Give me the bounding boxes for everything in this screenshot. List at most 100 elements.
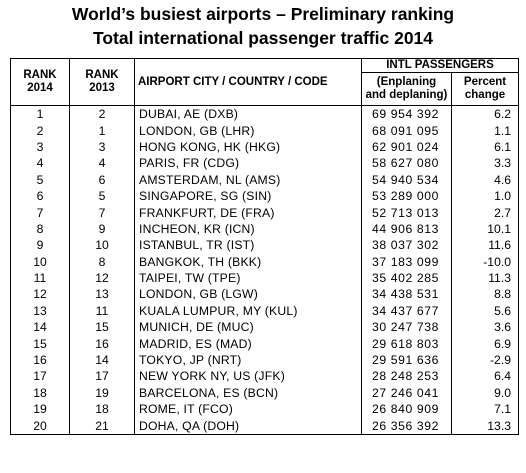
cell-airport: LONDON, GB (LHR) xyxy=(134,122,362,139)
table-row: 1 2 DUBAI, AE (DXB) 69 954 392 6.2 xyxy=(10,105,520,123)
table-body: 1 2 DUBAI, AE (DXB) 69 954 392 6.2 2 1 LONDON, … xyxy=(10,105,520,435)
cell-rank-2014: 20 xyxy=(10,417,70,435)
cell-rank-2013: 6 xyxy=(69,171,135,188)
cell-rank-2013: 21 xyxy=(69,417,135,435)
title-line-1: World’s busiest airports – Preliminary r… xyxy=(71,4,455,24)
cell-rank-2013: 11 xyxy=(69,302,135,320)
cell-rank-2014: 1 xyxy=(10,105,70,123)
cell-passengers: 62 901 024 xyxy=(361,138,452,156)
cell-percent-change: -10.0 xyxy=(450,253,520,270)
cell-rank-2013: 4 xyxy=(69,155,135,172)
cell-rank-2013: 8 xyxy=(69,253,135,270)
cell-rank-2013: 19 xyxy=(69,384,135,402)
cell-rank-2013: 2 xyxy=(69,105,135,123)
cell-passengers: 35 402 285 xyxy=(361,269,452,287)
cell-percent-change: 3.3 xyxy=(450,155,520,172)
cell-rank-2013: 13 xyxy=(69,286,135,303)
cell-airport: MADRID, ES (MAD) xyxy=(134,335,362,352)
cell-percent-change: 9.0 xyxy=(450,384,520,402)
cell-percent-change: 10.1 xyxy=(450,220,520,238)
cell-rank-2013: 14 xyxy=(69,351,135,369)
cell-rank-2014: 5 xyxy=(10,171,70,188)
cell-percent-change: 8.8 xyxy=(450,286,520,303)
table-row: 10 8 BANGKOK, TH (BKK) 37 183 099 -10.0 xyxy=(10,253,520,270)
cell-rank-2013: 3 xyxy=(69,138,135,156)
table-row: 2 1 LONDON, GB (LHR) 68 091 095 1.1 xyxy=(10,122,520,139)
cell-percent-change: 4.6 xyxy=(450,171,520,188)
cell-passengers: 69 954 392 xyxy=(361,105,452,123)
table-row: 9 10 ISTANBUL, TR (IST) 38 037 302 11.6 xyxy=(10,237,520,254)
table-row: 6 5 SINGAPORE, SG (SIN) 53 289 000 1.0 xyxy=(10,187,520,205)
cell-airport: FRANKFURT, DE (FRA) xyxy=(134,204,362,221)
cell-airport: SINGAPORE, SG (SIN) xyxy=(134,187,362,205)
cell-airport: TAIPEI, TW (TPE) xyxy=(134,269,362,287)
header-rank-2014: RANK 2014 xyxy=(10,58,70,106)
cell-rank-2014: 4 xyxy=(10,155,70,172)
cell-rank-2013: 16 xyxy=(69,335,135,352)
table-row: 17 17 NEW YORK NY, US (JFK) 28 248 253 6.4 xyxy=(10,368,520,385)
cell-percent-change: 3.6 xyxy=(450,319,520,336)
cell-passengers: 26 840 909 xyxy=(361,401,452,418)
cell-rank-2013: 12 xyxy=(69,269,135,287)
cell-airport: ROME, IT (FCO) xyxy=(134,401,362,418)
table-row: 19 18 ROME, IT (FCO) 26 840 909 7.1 xyxy=(10,401,520,418)
cell-passengers: 28 248 253 xyxy=(361,368,452,385)
table-row: 5 6 AMSTERDAM, NL (AMS) 54 940 534 4.6 xyxy=(10,171,520,188)
cell-passengers: 29 618 803 xyxy=(361,335,452,352)
cell-rank-2014: 12 xyxy=(10,286,70,303)
cell-rank-2014: 10 xyxy=(10,253,70,270)
cell-passengers: 52 713 013 xyxy=(361,204,452,221)
cell-rank-2013: 9 xyxy=(69,220,135,238)
cell-rank-2014: 14 xyxy=(10,319,70,336)
cell-percent-change: -2.9 xyxy=(450,351,520,369)
cell-percent-change: 1.1 xyxy=(450,122,520,139)
cell-rank-2014: 17 xyxy=(10,368,70,385)
cell-airport: MUNICH, DE (MUC) xyxy=(134,319,362,336)
cell-rank-2014: 6 xyxy=(10,187,70,205)
cell-passengers: 26 356 392 xyxy=(361,417,452,435)
cell-percent-change: 6.2 xyxy=(450,105,520,123)
cell-airport: INCHEON, KR (ICN) xyxy=(134,220,362,238)
cell-rank-2014: 9 xyxy=(10,237,70,254)
cell-rank-2013: 17 xyxy=(69,368,135,385)
cell-passengers: 38 037 302 xyxy=(361,237,452,254)
table-row: 7 7 FRANKFURT, DE (FRA) 52 713 013 2.7 xyxy=(10,204,520,221)
cell-airport: BANGKOK, TH (BKK) xyxy=(134,253,362,270)
cell-rank-2013: 15 xyxy=(69,319,135,336)
cell-passengers: 30 247 738 xyxy=(361,319,452,336)
cell-rank-2013: 1 xyxy=(69,122,135,139)
cell-rank-2014: 13 xyxy=(10,302,70,320)
cell-rank-2013: 5 xyxy=(69,187,135,205)
table-row: 14 15 MUNICH, DE (MUC) 30 247 738 3.6 xyxy=(10,319,520,336)
cell-passengers: 34 438 531 xyxy=(361,286,452,303)
cell-rank-2014: 11 xyxy=(10,269,70,287)
cell-percent-change: 2.7 xyxy=(450,204,520,221)
cell-rank-2014: 15 xyxy=(10,335,70,352)
cell-passengers: 29 591 636 xyxy=(361,351,452,369)
cell-rank-2014: 18 xyxy=(10,384,70,402)
cell-airport: DOHA, QA (DOH) xyxy=(134,417,362,435)
header-passengers: (Enplaning and deplaning) xyxy=(361,72,452,106)
table-row: 11 12 TAIPEI, TW (TPE) 35 402 285 11.3 xyxy=(10,269,520,287)
table-row: 8 9 INCHEON, KR (ICN) 44 906 813 10.1 xyxy=(10,220,520,238)
cell-passengers: 53 289 000 xyxy=(361,187,452,205)
header-rank-2013: RANK 2013 xyxy=(69,58,135,106)
cell-percent-change: 6.1 xyxy=(450,138,520,156)
cell-passengers: 58 627 080 xyxy=(361,155,452,172)
table-row: 15 16 MADRID, ES (MAD) 29 618 803 6.9 xyxy=(10,335,520,352)
cell-rank-2014: 3 xyxy=(10,138,70,156)
cell-percent-change: 5.6 xyxy=(450,302,520,320)
cell-airport: AMSTERDAM, NL (AMS) xyxy=(134,171,362,188)
cell-airport: LONDON, GB (LGW) xyxy=(134,286,362,303)
cell-rank-2013: 18 xyxy=(69,401,135,418)
header-percent-change: Percent change xyxy=(450,72,520,106)
cell-percent-change: 13.3 xyxy=(450,417,520,435)
cell-rank-2014: 8 xyxy=(10,220,70,238)
table-row: 13 11 KUALA LUMPUR, MY (KUL) 34 437 677 5.6 xyxy=(10,302,520,320)
cell-passengers: 34 437 677 xyxy=(361,302,452,320)
cell-rank-2014: 7 xyxy=(10,204,70,221)
cell-rank-2013: 10 xyxy=(69,237,135,254)
cell-airport: ISTANBUL, TR (IST) xyxy=(134,237,362,254)
cell-passengers: 54 940 534 xyxy=(361,171,452,188)
table-row: 4 4 PARIS, FR (CDG) 58 627 080 3.3 xyxy=(10,155,520,172)
